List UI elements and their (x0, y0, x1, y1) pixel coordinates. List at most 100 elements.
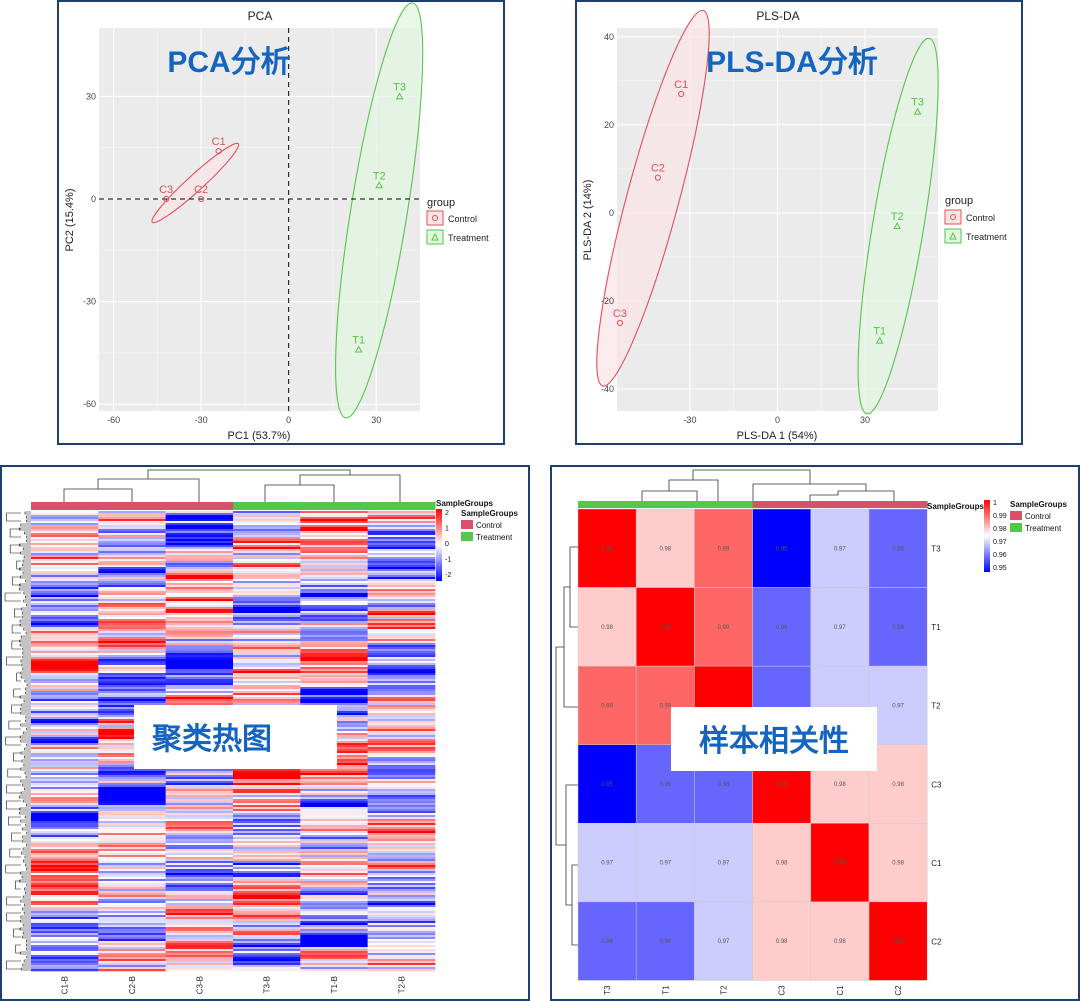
pca-panel: PCA C1 C2 C3 T3 T2 T1 -60 -30 0 30 30 0 -30 -60 PC1… (57, 0, 505, 445)
row-dendrogram-branch (13, 688, 21, 698)
heatmap-legend-label-control: Control (476, 521, 502, 530)
heatmap-cell (98, 835, 166, 838)
heatmap-cell (300, 935, 368, 938)
heatmap-cell (31, 589, 99, 592)
heatmap-cell (300, 835, 368, 838)
heatmap-cell (367, 537, 436, 540)
heatmap-column-label-c1-b: C1-B (61, 976, 70, 994)
heatmap-cell (367, 617, 436, 620)
heatmap-cell (300, 961, 368, 964)
correlation-cell-c1-c3 (752, 823, 812, 903)
heatmap-cell (300, 939, 368, 942)
heatmap-cell (367, 951, 436, 954)
heatmap-cell (300, 691, 368, 694)
heatmap-cell (31, 947, 99, 950)
pls-point-c3 (616, 319, 624, 327)
heatmap-cell (233, 935, 301, 938)
heatmap-cell (31, 827, 99, 830)
heatmap-cell (367, 535, 436, 538)
heatmap-cell (31, 969, 99, 972)
heatmap-cell (31, 569, 99, 572)
heatmap-cell (367, 555, 436, 558)
heatmap-cell (367, 869, 436, 872)
heatmap-cell (300, 887, 368, 890)
heatmap-cell (98, 823, 166, 826)
heatmap-cell (233, 965, 301, 968)
heatmap-cell (300, 933, 368, 936)
row-dendrogram-branch (23, 699, 31, 703)
heatmap-cell (367, 591, 436, 594)
heatmap-cell (367, 759, 436, 762)
correlation-col-label-c1: C1 (836, 985, 845, 996)
correlation-cell-c2-t1 (635, 901, 695, 981)
heatmap-cell (367, 929, 436, 932)
heatmap-cell (367, 955, 436, 958)
heatmap-cell (233, 517, 301, 520)
heatmap-cell (300, 611, 368, 614)
plsda-legend-marker-treatment (949, 231, 957, 240)
correlation-cell-value: 0.99 (718, 625, 730, 631)
heatmap-cell (165, 521, 234, 524)
heatmap-cell (98, 727, 166, 730)
heatmap-cell (31, 851, 99, 854)
heatmap-cell (300, 911, 368, 914)
heatmap-cell (367, 613, 436, 616)
heatmap-cell (31, 907, 99, 910)
heatmap-cell (300, 703, 368, 706)
heatmap-cell (31, 723, 99, 726)
correlation-cell-value: 0.96 (776, 625, 788, 631)
heatmap-cell (31, 677, 99, 680)
heatmap-cell (31, 725, 99, 728)
heatmap-cell (31, 785, 99, 788)
heatmap-cell (367, 639, 436, 642)
heatmap-cell (367, 959, 436, 962)
heatmap-cell (300, 599, 368, 602)
heatmap-cell (31, 873, 99, 876)
heatmap-cell (165, 877, 234, 880)
heatmap-cell (165, 843, 234, 846)
heatmap-cell (300, 621, 368, 624)
correlation-cell-c3-c2 (868, 744, 928, 824)
heatmap-cell (165, 899, 234, 902)
heatmap-cell (300, 689, 368, 692)
heatmap-cell (31, 965, 99, 968)
heatmap-cell (98, 773, 166, 776)
heatmap-cell (367, 553, 436, 556)
row-dendrogram-branch (21, 615, 31, 619)
heatmap-cell (300, 953, 368, 956)
heatmap-legend-key-treatment (461, 532, 473, 541)
heatmap-cell (98, 519, 166, 522)
heatmap-cell (98, 643, 166, 646)
heatmap-cell (300, 603, 368, 606)
heatmap-cell (165, 555, 234, 558)
heatmap-cell (31, 787, 99, 790)
heatmap-cell (31, 927, 99, 930)
heatmap-cell (165, 969, 234, 972)
heatmap-cell (31, 627, 99, 630)
heatmap-cell (31, 905, 99, 908)
heatmap-cell (98, 761, 166, 764)
heatmap-cell (31, 595, 99, 598)
heatmap-column-label-c2-b: C2-B (128, 976, 137, 994)
heatmap-cell (98, 959, 166, 962)
row-dendrogram-branch (20, 919, 31, 923)
heatmap-cell (233, 683, 301, 686)
heatmap-cell (31, 823, 99, 826)
heatmap-cell (233, 791, 301, 794)
heatmap-cell (367, 515, 436, 518)
heatmap-cell (367, 663, 436, 666)
heatmap-cell (367, 897, 436, 900)
heatmap-cell (98, 897, 166, 900)
heatmap-cell (98, 935, 166, 938)
heatmap-cell (31, 755, 99, 758)
heatmap-cell (98, 779, 166, 782)
pca-point-label-c3: C3 (159, 184, 173, 196)
heatmap-cell (98, 705, 166, 708)
heatmap-cell (300, 699, 368, 702)
heatmap-cell (233, 917, 301, 920)
heatmap-cell (98, 635, 166, 638)
row-dendrogram-branch (20, 899, 31, 903)
heatmap-cell (31, 857, 99, 860)
heatmap-cell (233, 785, 301, 788)
plsda-overlay-title: PLS-DA分析 (706, 46, 878, 79)
